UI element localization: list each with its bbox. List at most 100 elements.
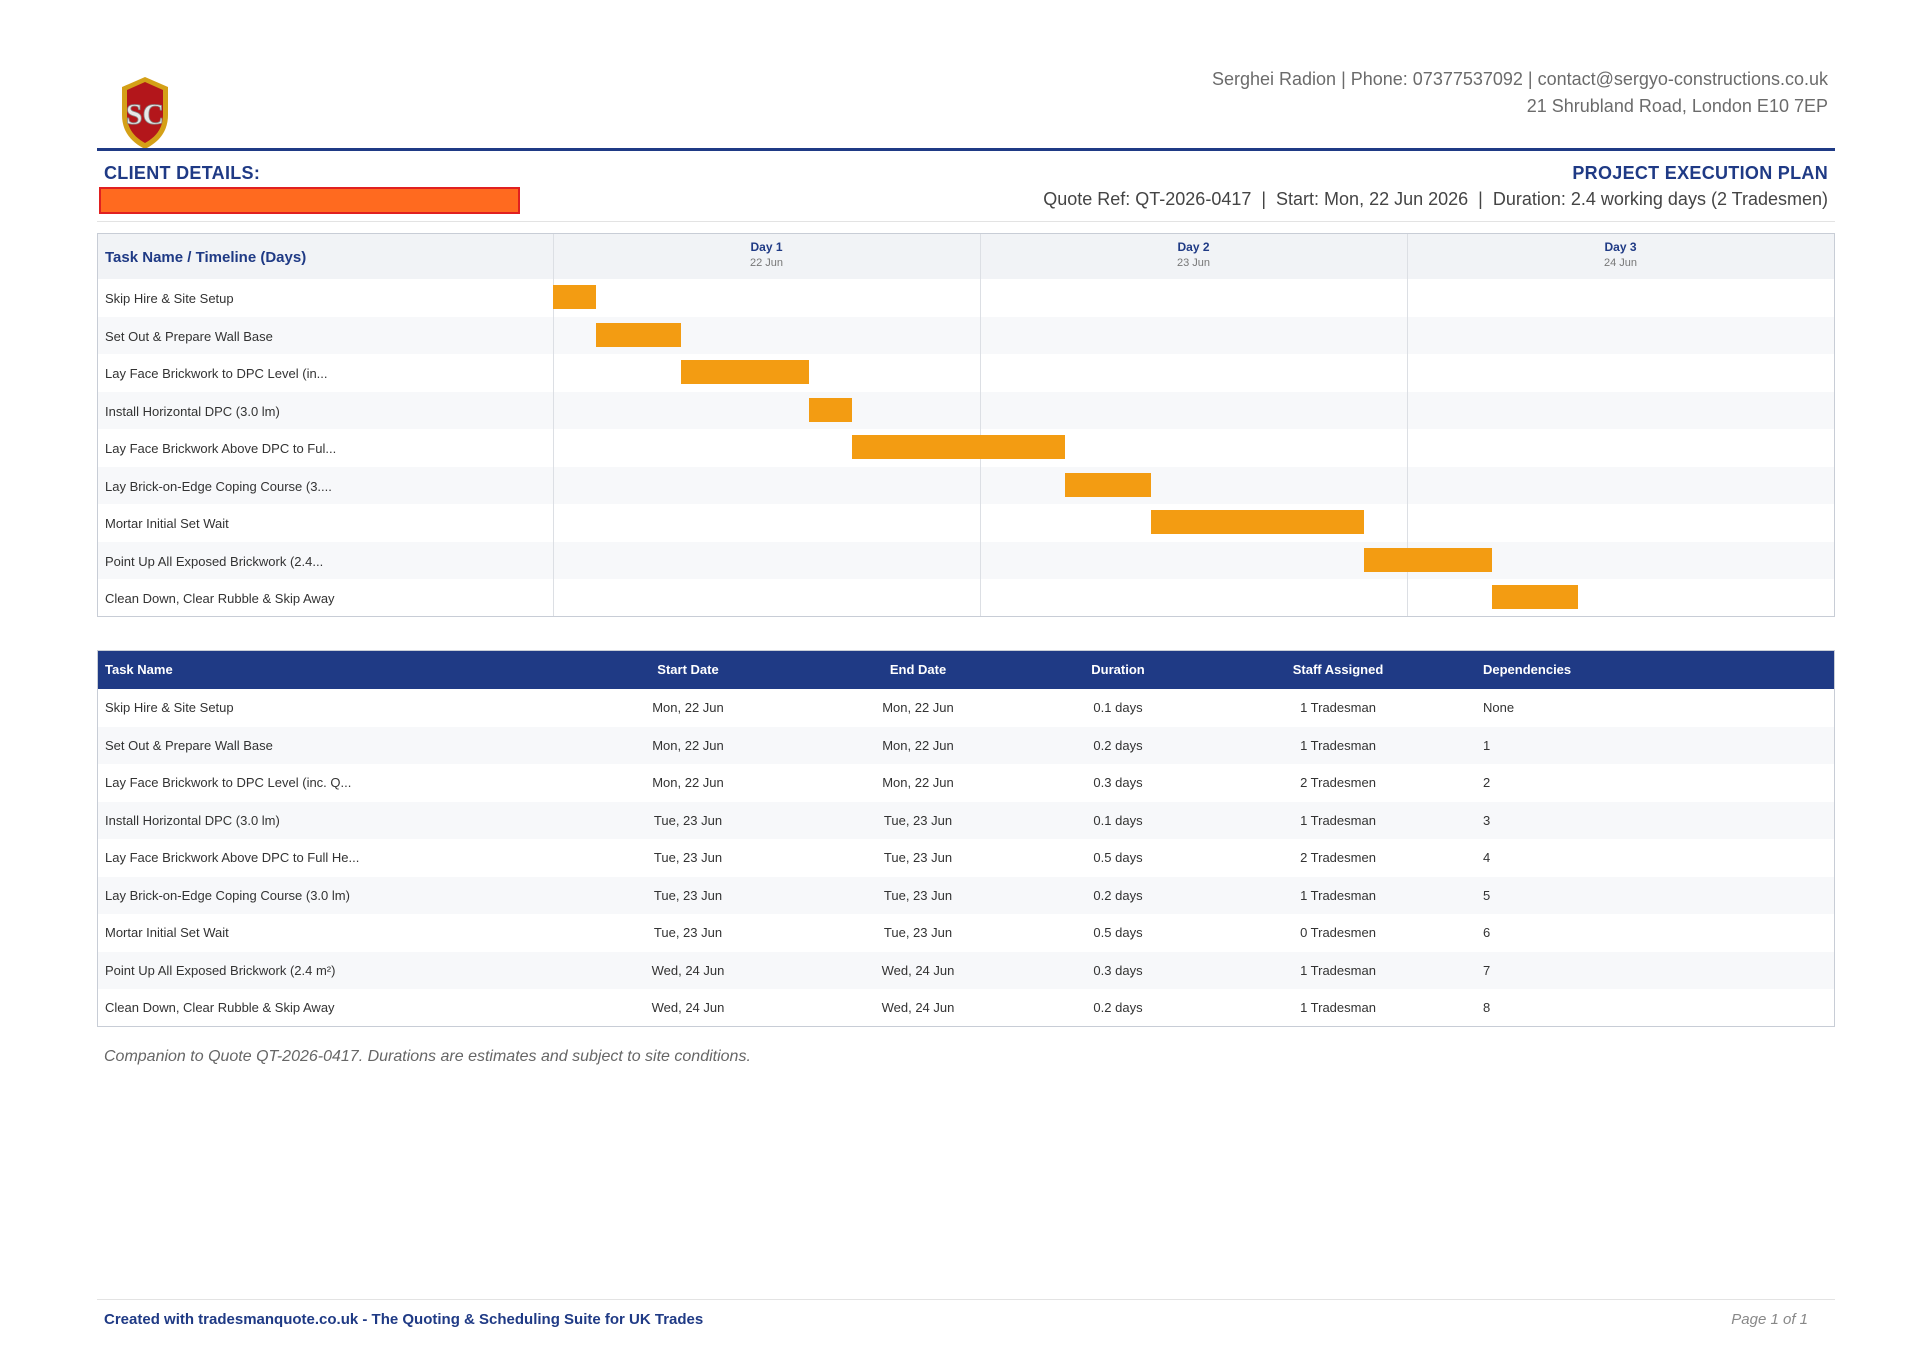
cell-end-date: Mon, 22 Jun <box>882 700 954 715</box>
cell-end-date: Mon, 22 Jun <box>882 775 954 790</box>
cell-dependencies: 1 <box>1483 737 1491 753</box>
gantt-row: Clean Down, Clear Rubble & Skip Away <box>98 579 1834 617</box>
cell-dependencies: 8 <box>1483 1000 1491 1015</box>
cell-duration: 0.2 days <box>1093 1000 1143 1015</box>
gantt-day-name: Day 3 <box>1604 240 1637 254</box>
cell-dependencies: 4 <box>1483 850 1491 865</box>
col-header-task-name: Task Name <box>105 662 173 677</box>
gantt-task-bar <box>1150 510 1365 534</box>
gantt-task-bar <box>851 435 1066 459</box>
col-header-start-date: Start Date <box>657 662 719 677</box>
gantt-task-bar <box>1492 585 1578 609</box>
table-row: Install Horizontal DPC (3.0 lm) Tue, 23 J… <box>98 801 1834 839</box>
gantt-task-label: Install Horizontal DPC (3.0 lm) <box>105 403 280 419</box>
gantt-row: Set Out & Prepare Wall Base <box>98 316 1834 354</box>
cell-staff: 2 Tradesmen <box>1300 775 1376 790</box>
gantt-day-divider <box>1407 234 1408 616</box>
gantt-day-divider <box>980 234 981 616</box>
cell-start-date: Tue, 23 Jun <box>653 925 723 940</box>
cell-task-name: Lay Face Brickwork to DPC Level (inc. Q.… <box>105 775 352 790</box>
gantt-header-label: Task Name / Timeline (Days) <box>105 249 307 266</box>
cell-staff: 1 Tradesman <box>1300 812 1376 828</box>
table-row: Point Up All Exposed Brickwork (2.4 m²) W… <box>98 951 1834 989</box>
col-header-dependencies: Dependencies <box>1483 662 1572 677</box>
header-divider <box>97 148 1835 151</box>
footer-divider <box>97 1299 1835 1300</box>
gantt-row: Skip Hire & Site Setup <box>98 279 1834 317</box>
gantt-task-bar <box>553 285 596 309</box>
gantt-task-label: Lay Brick-on-Edge Coping Course (3.... <box>105 478 332 494</box>
logo-letters: SC <box>126 98 164 131</box>
cell-task-name: Set Out & Prepare Wall Base <box>105 737 273 753</box>
cell-duration: 0.3 days <box>1093 962 1143 978</box>
cell-duration: 0.5 days <box>1093 850 1143 865</box>
cell-staff: 1 Tradesman <box>1300 737 1376 753</box>
cell-start-date: Tue, 23 Jun <box>653 850 723 865</box>
cell-start-date: Wed, 24 Jun <box>651 1000 725 1015</box>
cell-end-date: Wed, 24 Jun <box>881 962 955 978</box>
table-row: Lay Face Brickwork to DPC Level (inc. Q.… <box>98 764 1834 802</box>
col-header-staff: Staff Assigned <box>1292 662 1384 677</box>
cell-task-name: Point Up All Exposed Brickwork (2.4 m²) <box>105 962 336 978</box>
table-row: Mortar Initial Set Wait Tue, 23 Jun Tue, 2… <box>98 914 1834 952</box>
cell-start-date: Mon, 22 Jun <box>652 775 724 790</box>
page-number: Page 1 of 1 <box>1731 1311 1808 1328</box>
gantt-task-bar <box>1065 472 1151 497</box>
gantt-row: Lay Brick-on-Edge Coping Course (3.... <box>98 466 1834 504</box>
gantt-day-name: Day 2 <box>1177 240 1210 254</box>
cell-end-date: Tue, 23 Jun <box>883 850 953 865</box>
cell-staff: 1 Tradesman <box>1300 700 1376 715</box>
cell-start-date: Mon, 22 Jun <box>652 737 724 753</box>
gantt-task-label: Set Out & Prepare Wall Base <box>105 328 273 344</box>
company-address-line: 21 Shrubland Road, London E10 7EP <box>1526 96 1828 116</box>
table-row: Lay Brick-on-Edge Coping Course (3.0 lm)… <box>98 876 1834 914</box>
cell-duration: 0.1 days <box>1093 812 1143 828</box>
cell-dependencies: 6 <box>1483 925 1491 940</box>
cell-staff: 1 Tradesman <box>1300 962 1376 978</box>
gantt-day-date: 24 Jun <box>1603 257 1638 269</box>
gantt-day-divider <box>553 234 554 616</box>
cell-dependencies: 5 <box>1483 887 1491 903</box>
company-contact-line: Serghei Radion | Phone: 07377537092 | co… <box>1211 69 1828 89</box>
company-contact: Serghei Radion | Phone: 07377537092 | co… <box>1212 66 1828 120</box>
gantt-row: Lay Face Brickwork to DPC Level (in... <box>98 354 1834 392</box>
cell-task-name: Install Horizontal DPC (3.0 lm) <box>105 812 280 828</box>
gantt-row: Install Horizontal DPC (3.0 lm) <box>98 391 1834 429</box>
footer-credit: Created with tradesmanquote.co.uk - The … <box>104 1311 704 1328</box>
gantt-row: Mortar Initial Set Wait <box>98 504 1834 542</box>
gantt-task-bar <box>809 397 852 422</box>
gantt-task-label: Clean Down, Clear Rubble & Skip Away <box>105 591 335 606</box>
plan-meta: Quote Ref: QT-2026-0417 | Start: Mon, 22… <box>1043 189 1828 209</box>
table-row: Set Out & Prepare Wall Base Mon, 22 Jun Mo… <box>98 726 1834 764</box>
gantt-task-label: Mortar Initial Set Wait <box>105 516 229 531</box>
table-row: Lay Face Brickwork Above DPC to Full He.… <box>98 839 1834 877</box>
quote-note: Companion to Quote QT-2026-0417. Duratio… <box>104 1048 751 1065</box>
cell-start-date: Tue, 23 Jun <box>653 887 723 903</box>
cell-task-name: Mortar Initial Set Wait <box>105 925 229 940</box>
gantt-task-label: Lay Face Brickwork Above DPC to Ful... <box>105 441 337 456</box>
gantt-day-header: Day 3 24 Jun <box>1407 234 1834 279</box>
table-row: Clean Down, Clear Rubble & Skip Away Wed,… <box>98 989 1834 1027</box>
cell-duration: 0.5 days <box>1093 925 1143 940</box>
cell-start-date: Mon, 22 Jun <box>652 700 724 715</box>
gantt-day-header: Day 1 22 Jun <box>553 234 980 279</box>
document-page: SC Serghei Radion | Phone: 07377537092 |… <box>97 0 1835 1357</box>
table-row: Skip Hire & Site Setup Mon, 22 Jun Mon, 22… <box>98 689 1834 727</box>
client-details-title: CLIENT DETAILS: <box>104 163 261 183</box>
gantt-task-bar <box>1364 547 1493 572</box>
company-logo-shield-icon: SC <box>122 77 168 149</box>
gantt-task-bar <box>595 322 682 347</box>
cell-end-date: Wed, 24 Jun <box>881 1000 955 1015</box>
gantt-chart: Task Name / Timeline (Days) Day 1 22 Jun D… <box>97 233 1835 617</box>
col-header-end-date: End Date <box>889 662 947 677</box>
cell-task-name: Lay Face Brickwork Above DPC to Full He.… <box>105 850 360 865</box>
cell-staff: 2 Tradesmen <box>1300 850 1376 865</box>
cell-staff: 0 Tradesmen <box>1300 925 1376 940</box>
cell-duration: 0.1 days <box>1093 700 1143 715</box>
client-name-redacted <box>99 187 520 214</box>
gantt-task-label: Lay Face Brickwork to DPC Level (in... <box>105 366 328 381</box>
gantt-row: Point Up All Exposed Brickwork (2.4... <box>98 541 1834 579</box>
gantt-task-bar <box>681 360 810 384</box>
col-header-duration: Duration <box>1091 662 1145 677</box>
cell-start-date: Tue, 23 Jun <box>653 812 723 828</box>
